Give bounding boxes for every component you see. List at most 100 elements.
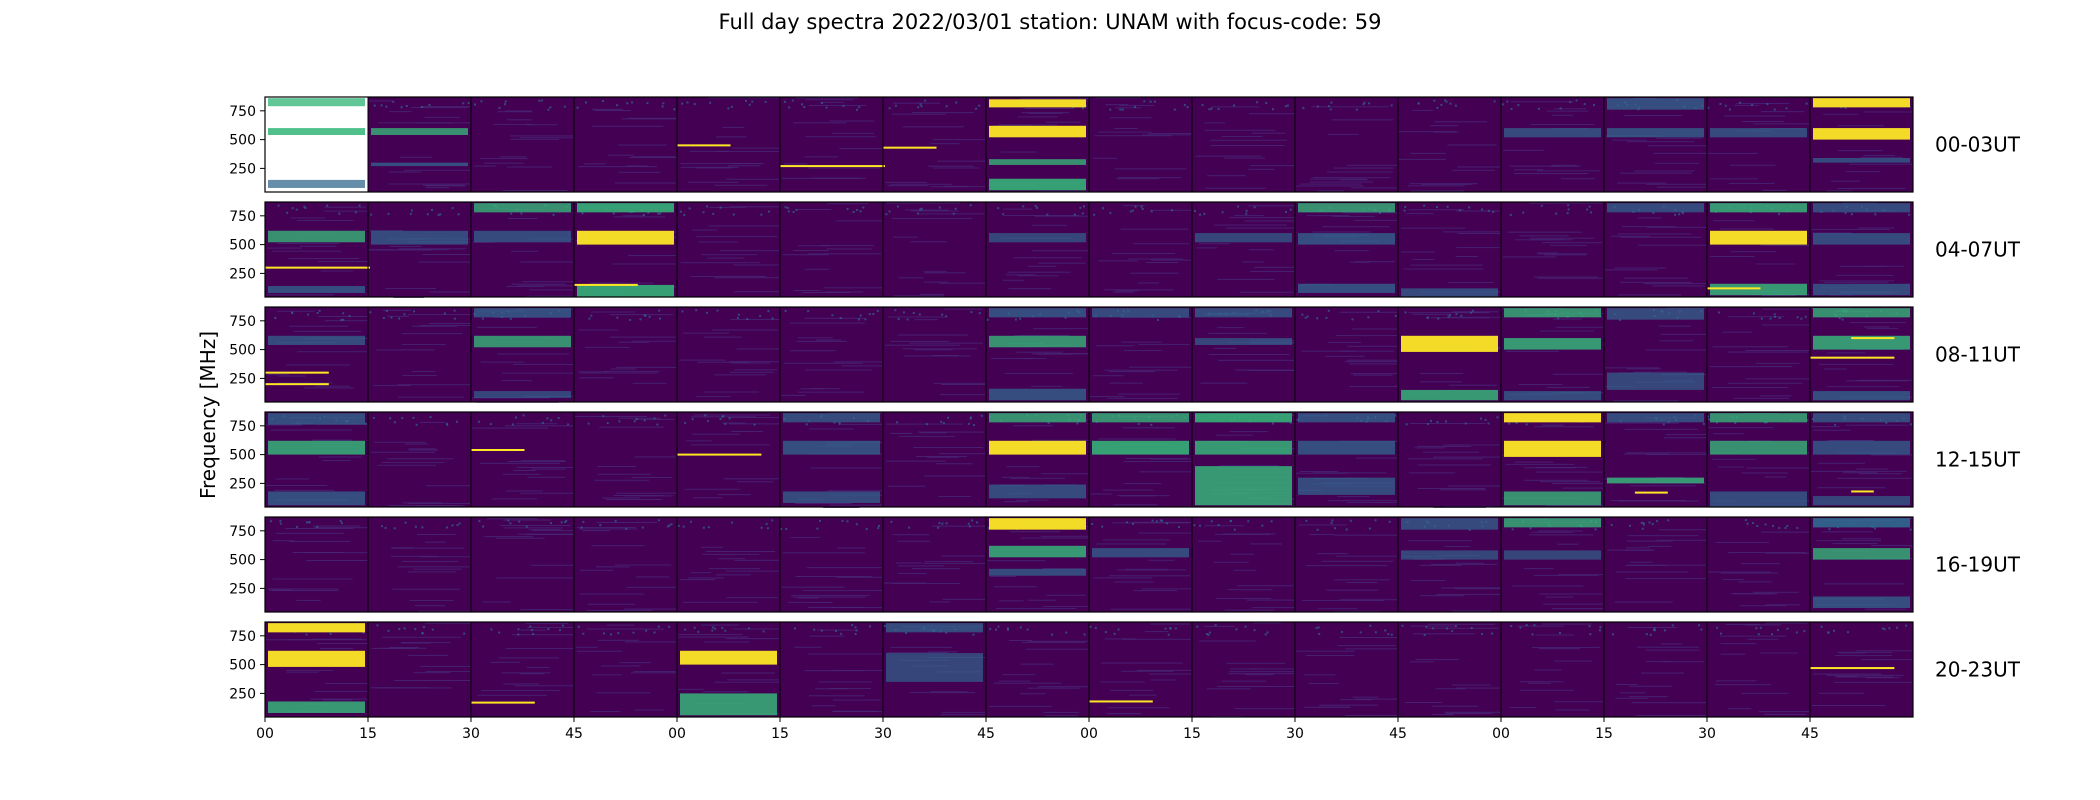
spectrum-noise [1225,227,1295,229]
spectrum-noise [425,187,450,189]
spectrum-noise [915,456,968,458]
spectrum-noise [967,422,970,425]
spectrum-noise [1118,393,1180,395]
spectrum-noise [1028,112,1063,114]
spectrum-noise [388,171,422,173]
spectrum-noise [1233,528,1236,531]
spectrum-noise [1095,97,1141,99]
spectrum-noise [1210,520,1213,523]
emission-line [677,453,762,456]
spectrum-noise [1471,309,1474,312]
spectrum-noise [1510,165,1561,167]
spectrum-noise [804,670,865,672]
spectrum-noise [1140,205,1143,208]
spectrum-noise [1109,371,1156,373]
spectrum-noise [1327,105,1330,108]
spectrum-panel [471,517,574,612]
spectrum-noise [1329,108,1332,111]
spectrum-noise [1501,103,1504,106]
spectrum-noise [584,346,630,348]
spectrum-noise [1419,595,1465,597]
spectrum-panel [1192,307,1295,402]
panel-background [368,517,471,612]
spectrum-noise [1073,213,1076,216]
spectrum-noise [1330,521,1333,524]
spectrum-noise [1540,204,1543,207]
spectrum-noise [680,262,760,264]
spectrum-noise [519,137,574,139]
spectrum-noise [1245,674,1274,676]
spectrum-noise [613,216,666,218]
spectrum-noise [389,417,392,420]
spectrum-noise [1244,625,1247,628]
spectrum-noise [998,124,1057,126]
spectrum-noise [941,555,986,557]
y-tick-label: 750 [229,314,256,330]
spectrum-noise [1720,653,1746,655]
spectrum-noise [693,414,771,416]
spectrum-noise [1015,499,1049,501]
spectrum-noise [490,628,493,631]
spectrum-noise [726,570,780,572]
spectrum-noise [616,316,619,319]
spectrum-noise [1097,131,1152,133]
spectrum-panel [986,622,1089,717]
spectrum-noise [1826,674,1904,676]
spectrum-noise [885,460,946,462]
spectrum-noise [804,268,829,270]
spectrum-panel [1295,517,1398,612]
spectrum-noise [1674,213,1677,216]
emission-line [883,146,937,149]
spectrum-noise [695,396,731,398]
spectrum-noise [1347,345,1398,347]
spectrum-noise [318,316,368,318]
spectrum-noise [1508,422,1511,425]
spectrum-noise [1248,249,1274,251]
spectrum-noise [920,207,923,210]
spectrum-noise [683,332,729,334]
spectrum-noise [618,341,650,343]
panel-background [1192,517,1295,612]
emission-band [1504,391,1601,401]
panel-background [1295,97,1398,192]
spectrum-noise [712,329,779,331]
spectrum-noise [673,108,676,111]
spectrum-noise [601,100,604,103]
spectrum-noise [794,627,797,630]
spectrum-noise [681,102,684,105]
spectrum-noise [597,466,637,468]
spectrum-noise [635,576,670,578]
spectrum-noise [628,254,677,256]
spectrum-noise [1620,692,1646,694]
spectrum-noise [520,609,574,611]
spectrum-noise [1552,373,1604,375]
spectrum-noise [1412,633,1475,635]
spectrum-noise [1430,125,1459,127]
spectrum-noise [1306,315,1309,318]
spectrum-noise [767,310,770,313]
spectrum-noise [919,103,922,106]
spectrum-noise [599,426,665,428]
spectrum-noise [1327,500,1398,502]
spectrum-noise [1409,661,1434,663]
spectrum-noise [1800,317,1803,320]
spectrum-noise [855,629,858,632]
spectrum-noise [1040,535,1089,537]
emission-band [886,623,983,633]
spectrum-noise [1613,400,1679,402]
y-tick-label: 250 [229,581,256,597]
spectrum-noise [1235,369,1295,371]
spectrum-noise [293,330,362,332]
spectrum-noise [322,460,351,462]
spectrum-noise [937,160,986,162]
spectrum-noise [729,371,774,373]
spectrum-noise [587,628,665,630]
spectrum-noise [724,629,727,632]
spectrum-noise [678,636,749,638]
spectrum-noise [1174,627,1177,630]
spectrum-noise [531,468,566,470]
spectrum-panel [1398,412,1501,508]
spectrum-noise [1002,476,1030,478]
spectrum-noise [463,632,466,635]
